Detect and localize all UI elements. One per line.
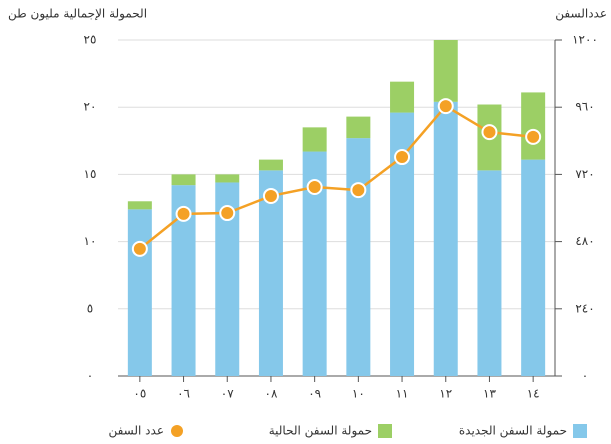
x-tick-label: ١٣ [483, 387, 496, 401]
legend-label: حمولة السفن الحالية [269, 424, 372, 439]
y-tick-label: ٢٥ [84, 33, 97, 47]
legend-label: عدد السفن [108, 424, 164, 439]
y-tick-label: ١٥ [84, 167, 97, 181]
bar [302, 127, 327, 152]
y2-tick-label: ١٢٠٠ [572, 33, 598, 47]
line-marker [219, 205, 236, 222]
bar [127, 209, 152, 376]
x-tick-label: ٠٧ [221, 387, 234, 401]
legend-label: حمولة السفن الجديدة [459, 424, 567, 439]
legend-marker [378, 424, 392, 438]
legend-marker [573, 424, 587, 438]
line-marker [525, 128, 542, 145]
x-tick-label: ٠٩ [308, 387, 321, 401]
x-tick-label: ١٠ [352, 387, 365, 401]
line-marker [394, 149, 411, 166]
bar [258, 170, 283, 376]
y-tick-label: ٢٠ [84, 100, 97, 114]
bar [433, 101, 458, 376]
bar [346, 116, 371, 139]
y2-axis-title: عددالسفن [555, 7, 607, 22]
bar [521, 159, 546, 376]
y2-tick-label: ٧٢٠ [575, 167, 594, 181]
legend-marker [171, 425, 183, 437]
line-marker [350, 182, 367, 199]
line-marker [481, 124, 498, 141]
line-marker [175, 205, 192, 222]
y-tick-label: ٠ [87, 369, 93, 383]
y2-tick-label: ٩٦٠ [575, 100, 594, 114]
y2-tick-label: ٠ [582, 369, 588, 383]
y2-tick-label: ٢٤٠ [575, 301, 594, 315]
line-marker [437, 98, 454, 115]
x-tick-label: ١٤ [527, 387, 540, 401]
bar [390, 81, 415, 113]
bar [433, 40, 458, 102]
y2-tick-label: ٤٨٠ [575, 234, 594, 248]
y-tick-label: ١٠ [84, 234, 97, 248]
bar [127, 201, 152, 210]
y-axis-title: الحمولة الإجمالية مليون طن [8, 7, 147, 22]
bar [346, 138, 371, 376]
x-tick-label: ١٢ [439, 387, 452, 401]
bar [258, 159, 283, 171]
bar [215, 174, 240, 183]
x-tick-label: ١١ [396, 387, 409, 401]
y-tick-label: ٥ [87, 301, 93, 315]
bar [477, 170, 502, 376]
line-marker [306, 179, 323, 195]
x-tick-label: ٠٥ [133, 387, 146, 401]
line-marker [262, 187, 279, 204]
bar [171, 174, 196, 186]
line-marker [131, 240, 148, 257]
x-tick-label: ٠٦ [177, 387, 190, 401]
bar [521, 92, 546, 160]
x-tick-label: ٠٨ [265, 387, 278, 401]
line [139, 104, 534, 250]
